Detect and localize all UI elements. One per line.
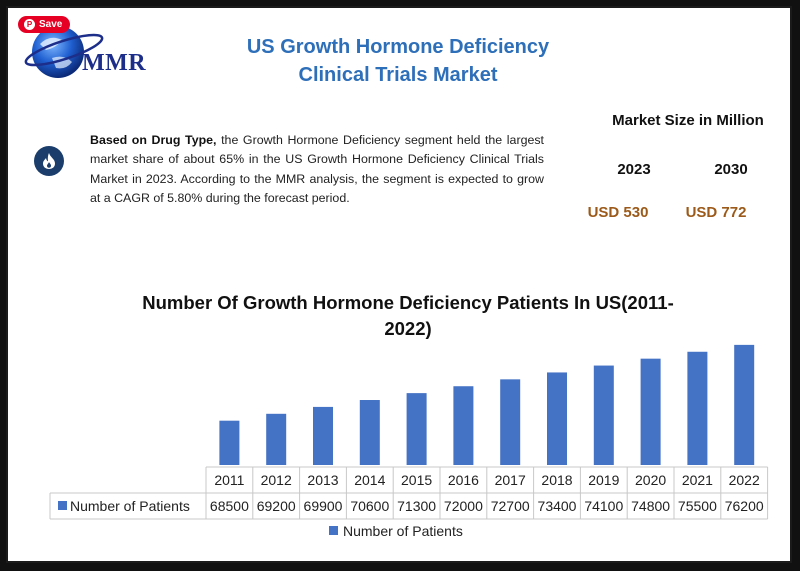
tick-label-2015: 2015 [401, 472, 432, 488]
tick-label-2017: 2017 [495, 472, 526, 488]
value-label-2021: 75500 [678, 498, 717, 514]
bar-2014 [359, 400, 380, 465]
legend-label: Number of Patients [343, 523, 463, 539]
flame-icon [34, 146, 64, 176]
mmr-logo: MMR [22, 20, 154, 84]
chart-title-line-1: Number Of Growth Hormone Deficiency Pati… [142, 292, 674, 313]
value-label-2014: 70600 [350, 498, 389, 514]
value-label-2017: 72700 [491, 498, 530, 514]
bar-2011 [219, 420, 240, 465]
series-row-key [58, 501, 67, 510]
tick-label-2016: 2016 [448, 472, 479, 488]
bar-2016 [453, 386, 474, 465]
infographic-card: P Save MMR US Growth Hormone Deficiency … [6, 6, 792, 563]
summary-bold: Based on Drug Type, [90, 133, 217, 147]
save-button[interactable]: P Save [18, 16, 71, 33]
tick-label-2014: 2014 [354, 472, 385, 488]
market-year-2023: 2023 [617, 161, 651, 178]
value-label-2019: 74100 [584, 498, 623, 514]
title-line-1: US Growth Hormone Deficiency [246, 36, 550, 58]
market-year-2030: 2030 [714, 161, 748, 178]
value-label-2022: 76200 [725, 498, 764, 514]
value-label-2011: 68500 [210, 498, 249, 514]
market-value-2030: USD 772 [685, 204, 747, 221]
bar-2018 [547, 372, 567, 465]
value-label-2020: 74800 [631, 498, 670, 514]
value-label-2016: 72000 [444, 498, 483, 514]
chart-title: Number Of Growth Hormone Deficiency Pati… [128, 290, 688, 342]
value-label-2018: 73400 [538, 498, 577, 514]
bar-2019 [593, 365, 614, 465]
value-label-2013: 69900 [304, 498, 343, 514]
market-value-2023: USD 530 [587, 204, 649, 221]
tick-label-2019: 2019 [588, 472, 619, 488]
tick-label-2018: 2018 [541, 472, 572, 488]
bar-2017 [500, 379, 521, 465]
bar-2022 [734, 344, 755, 465]
series-row-label: Number of Patients [70, 498, 190, 514]
tick-label-2011: 2011 [214, 472, 244, 488]
value-label-2015: 71300 [397, 498, 436, 514]
tick-label-2020: 2020 [635, 472, 666, 488]
bar-2015 [406, 393, 427, 465]
logo-text: MMR [82, 50, 147, 76]
save-label: Save [39, 19, 63, 30]
bar-chart: 2011 68500 2012 69200 2013 69900 2014 70600 2015… [49, 344, 769, 539]
bar-2013 [313, 406, 333, 465]
summary-paragraph: Based on Drug Type, the Growth Hormone D… [90, 131, 544, 228]
tick-label-2022: 2022 [729, 472, 760, 488]
tick-label-2013: 2013 [307, 472, 338, 488]
tick-label-2021: 2021 [682, 472, 713, 488]
bar-2020 [640, 358, 661, 465]
value-label-2012: 69200 [257, 498, 296, 514]
summary-text: the Growth Hormone Deficiency segment he… [90, 133, 544, 205]
bar-2012 [266, 413, 287, 465]
pinterest-icon: P [24, 19, 35, 30]
legend-swatch [329, 526, 338, 535]
title-line-2: Clinical Trials Market [298, 64, 498, 86]
tick-label-2012: 2012 [261, 472, 292, 488]
market-size-title: Market Size in Million [612, 112, 764, 129]
chart-title-line-2: 2022) [384, 318, 432, 339]
bar-2021 [687, 351, 708, 465]
globe-icon [24, 26, 104, 78]
page-title: US Growth Hormone Deficiency Clinical Tr… [208, 33, 588, 89]
